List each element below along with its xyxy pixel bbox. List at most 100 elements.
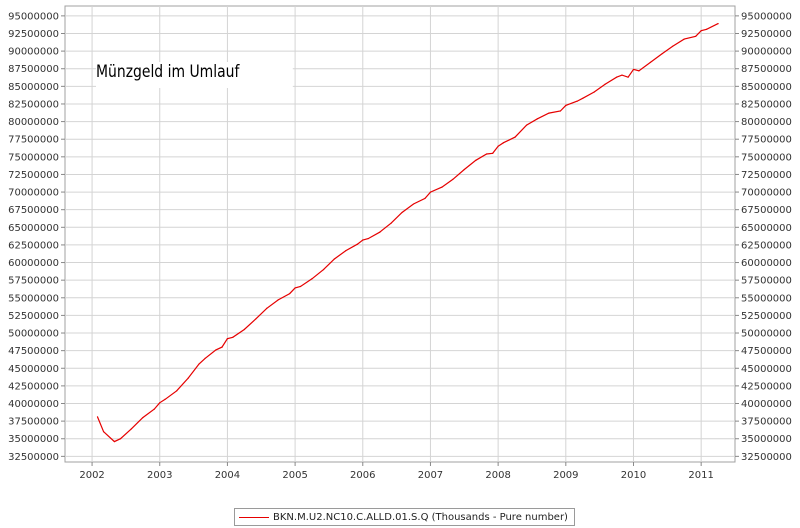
data-point [559,110,561,112]
y-tick-label: 55000000 [8,293,59,304]
y-tick-label-right: 45000000 [741,364,792,375]
legend-swatch [239,516,269,518]
data-point [604,83,606,85]
y-tick-label-right: 55000000 [741,293,792,304]
data-point [441,186,443,188]
data-point [277,299,279,301]
y-tick-label: 95000000 [8,11,59,22]
y-tick-label-right: 35000000 [741,434,792,445]
y-tick-label-right: 57500000 [741,276,792,287]
x-tick-label: 2010 [621,470,646,481]
data-point [463,168,465,171]
data-point [700,30,702,32]
y-tick-label-right: 77500000 [741,135,792,146]
data-point [221,346,223,348]
data-point [525,124,528,126]
y-tick-label: 37500000 [8,417,59,428]
series-line [96,23,719,443]
legend: BKN.M.U2.NC10.C.ALLD.01.S.Q (Thousands -… [234,508,575,526]
data-point [255,318,257,320]
data-point [266,307,268,309]
x-tick-label: 2006 [350,470,375,481]
data-point [153,408,155,410]
data-point [429,191,432,193]
y-tick-label: 52500000 [8,311,59,322]
data-point [672,45,674,47]
x-tick-label: 2007 [418,470,443,481]
data-point [102,431,105,433]
data-point [705,28,708,30]
y-tick-label: 50000000 [8,329,59,340]
y-tick-label-right: 70000000 [741,188,792,199]
data-point [548,112,550,114]
y-tick-label-right: 85000000 [741,82,792,93]
axes: 32500000 32500000 35000000 35000000 37500000… [8,11,792,481]
y-tick-label-right: 47500000 [741,346,792,357]
data-point [299,285,302,288]
y-tick-label-right: 92500000 [741,29,792,40]
x-tick-label: 2003 [147,470,172,481]
data-point [401,211,403,214]
data-point [390,222,392,224]
data-point [649,61,652,63]
data-point [176,390,178,392]
data-point [615,76,618,78]
y-tick-label: 35000000 [8,434,59,445]
data-point [226,338,229,340]
data-point [661,53,663,55]
data-point [215,349,217,351]
y-tick-label: 32500000 [8,452,59,463]
data-point [621,74,623,76]
y-tick-label-right: 60000000 [741,258,792,269]
y-tick-label-right: 72500000 [741,170,792,181]
data-point [412,203,415,205]
y-tick-label: 82500000 [8,99,59,110]
x-tick-label: 2005 [282,470,307,481]
y-tick-label-right: 40000000 [741,399,792,410]
data-point [142,416,144,419]
y-tick-label-right: 75000000 [741,152,792,163]
data-point [452,178,454,180]
data-point [164,398,166,400]
data-point [497,145,499,147]
y-tick-label: 40000000 [8,399,59,410]
y-tick-label-right: 95000000 [741,11,792,22]
y-tick-label: 80000000 [8,117,59,128]
y-tick-label: 77500000 [8,135,59,146]
y-tick-label-right: 65000000 [741,223,792,234]
grid-lines [65,6,735,462]
x-tick-label: 2011 [688,470,713,481]
data-point [632,68,635,71]
x-tick-label: 2002 [79,470,104,481]
data-point [198,363,200,365]
data-point [130,428,132,430]
y-tick-label: 65000000 [8,223,59,234]
y-tick-label-right: 50000000 [741,329,792,340]
y-tick-label: 70000000 [8,188,59,199]
data-point [593,91,595,93]
y-tick-label: 75000000 [8,152,59,163]
y-tick-label-right: 62500000 [741,240,792,251]
data-point [502,142,505,144]
data-point [187,377,189,379]
y-tick-label: 72500000 [8,170,59,181]
y-tick-label: 62500000 [8,240,59,251]
data-point [717,23,719,25]
data-point [333,258,335,260]
y-tick-label-right: 80000000 [741,117,792,128]
y-tick-label-right: 67500000 [741,205,792,216]
series-layer [96,23,719,443]
data-point [96,416,99,418]
data-point [356,243,358,245]
data-point [322,268,325,271]
data-point [311,278,313,280]
data-point [243,328,245,331]
data-point [475,159,477,161]
y-tick-label: 67500000 [8,205,59,216]
data-point [638,70,640,72]
y-tick-label: 92500000 [8,29,59,40]
data-point [119,438,122,440]
x-tick-label: 2008 [485,470,510,481]
